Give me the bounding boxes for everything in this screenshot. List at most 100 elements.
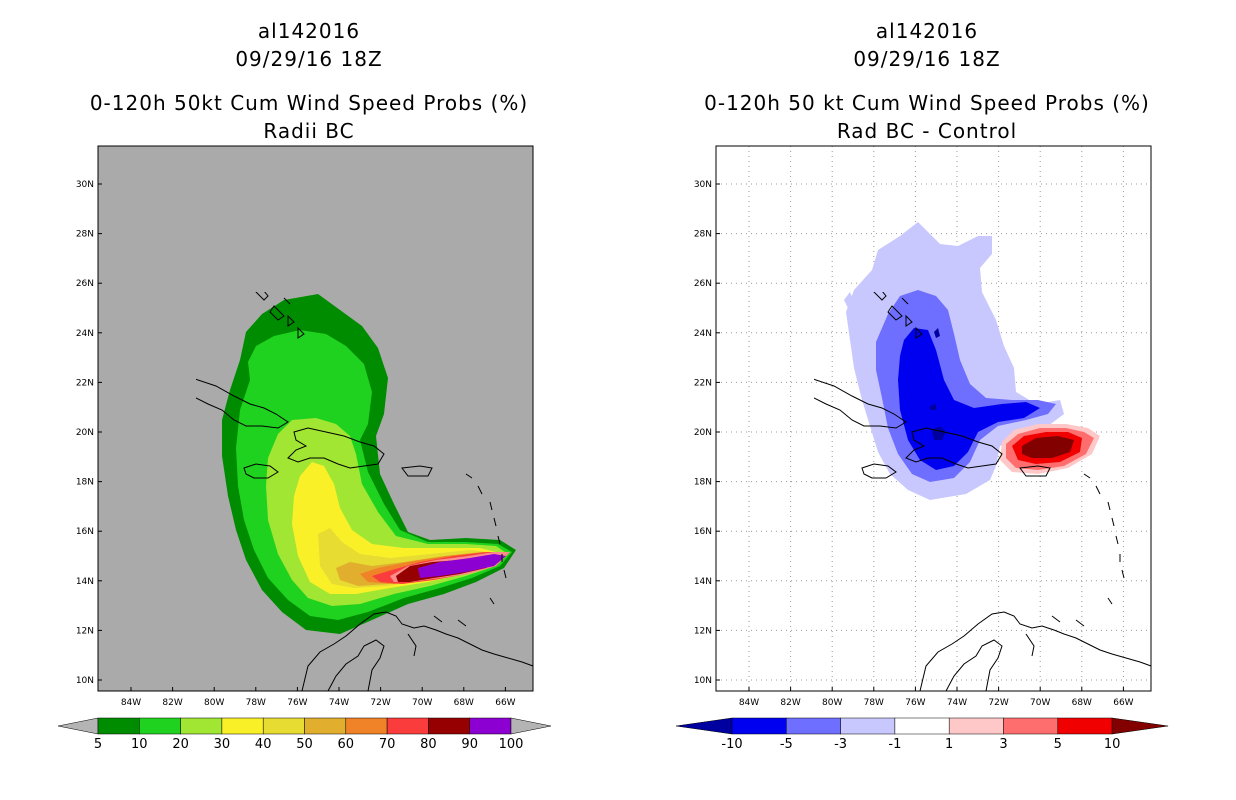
colorbar-label: -10 bbox=[721, 737, 742, 752]
colorbar-segment bbox=[786, 717, 841, 735]
lat-label: 18N bbox=[694, 478, 712, 488]
lat-label: 20N bbox=[694, 428, 712, 438]
colorbar-label: -3 bbox=[834, 737, 847, 752]
lon-label: 74W bbox=[947, 698, 967, 708]
left-probability-fill bbox=[222, 294, 516, 634]
lon-label: 66W bbox=[495, 698, 515, 708]
colorbar-segment bbox=[97, 717, 140, 735]
left-map-title: 0-120h 50kt Cum Wind Speed Probs (%) bbox=[89, 91, 529, 115]
lon-label: 68W bbox=[454, 698, 474, 708]
colorbar-label: 30 bbox=[214, 737, 231, 752]
colorbar-segment bbox=[221, 717, 264, 735]
left-colorbar: 5 10 20 30 40 50 60 70 80 90 100 bbox=[57, 717, 552, 752]
lat-label: 16N bbox=[694, 527, 712, 537]
lat-label: 14N bbox=[694, 577, 712, 587]
lat-label: 30N bbox=[76, 180, 94, 190]
colorbar-low-arrow bbox=[57, 717, 99, 735]
lat-label: 24N bbox=[694, 329, 712, 339]
colorbar-segment bbox=[180, 717, 223, 735]
right-map-title: 0-120h 50 kt Cum Wind Speed Probs (%) bbox=[704, 91, 1150, 115]
colorbar-segment bbox=[345, 717, 388, 735]
colorbar-segment bbox=[386, 717, 429, 735]
lat-label: 22N bbox=[76, 378, 94, 388]
colorbar-segment bbox=[139, 717, 181, 735]
right-map-frame bbox=[715, 145, 1152, 692]
lon-label: 68W bbox=[1072, 698, 1092, 708]
lat-label: 24N bbox=[76, 329, 94, 339]
lat-label: 26N bbox=[76, 279, 94, 289]
lon-label: 82W bbox=[162, 698, 182, 708]
colorbar-low-arrow bbox=[675, 717, 733, 735]
colorbar-segment bbox=[948, 717, 1004, 735]
colorbar-segment bbox=[304, 717, 347, 735]
right-colorbar: -10 -5 -3 -1 1 3 5 10 bbox=[675, 717, 1169, 752]
right-storm-id: al142016 bbox=[875, 19, 979, 43]
colorbar-segment bbox=[1057, 717, 1113, 735]
colorbar-label: -1 bbox=[888, 737, 901, 752]
colorbar-label: 50 bbox=[296, 737, 313, 752]
left-map-subtitle: Radii BC bbox=[263, 119, 355, 143]
lon-label: 78W bbox=[864, 698, 884, 708]
left-map-frame bbox=[97, 145, 534, 692]
colorbar-segment bbox=[262, 717, 305, 735]
colorbar-label: 100 bbox=[499, 737, 524, 752]
lon-label: 76W bbox=[287, 698, 307, 708]
colorbar-label: 40 bbox=[255, 737, 272, 752]
lat-label: 18N bbox=[76, 478, 94, 488]
colorbar-label: 60 bbox=[338, 737, 355, 752]
colorbar-label: -5 bbox=[780, 737, 793, 752]
colorbar-label: 3 bbox=[999, 737, 1007, 752]
lon-label: 72W bbox=[988, 698, 1008, 708]
lon-label: 84W bbox=[739, 698, 759, 708]
lat-label: 10N bbox=[76, 676, 94, 686]
right-lat-axis: 30N 28N 26N 24N 22N 20N 18N 16N 14N 12N 10N bbox=[694, 180, 720, 686]
colorbar-label: 10 bbox=[1104, 737, 1121, 752]
lat-label: 14N bbox=[76, 577, 94, 587]
lat-label: 10N bbox=[694, 676, 712, 686]
lon-label: 74W bbox=[329, 698, 349, 708]
right-difference-map: 30N 28N 26N 24N 22N 20N 18N 16N 14N 12N 10N 84W 82W… bbox=[675, 145, 1169, 752]
lat-label: 30N bbox=[694, 180, 712, 190]
lon-label: 82W bbox=[780, 698, 800, 708]
lon-label: 78W bbox=[246, 698, 266, 708]
colorbar-label: 80 bbox=[420, 737, 437, 752]
lon-label: 70W bbox=[412, 698, 432, 708]
lon-label: 80W bbox=[822, 698, 842, 708]
colorbar-label: 90 bbox=[461, 737, 478, 752]
lat-label: 26N bbox=[694, 279, 712, 289]
right-difference-fill bbox=[844, 222, 1100, 500]
colorbar-label: 10 bbox=[131, 737, 148, 752]
lon-label: 66W bbox=[1113, 698, 1133, 708]
lon-label: 72W bbox=[370, 698, 390, 708]
right-lon-axis: 84W 82W 80W 78W 76W 74W 72W 70W 68W 66W bbox=[739, 687, 1134, 708]
lat-label: 12N bbox=[694, 626, 712, 636]
colorbar-label: 20 bbox=[172, 737, 189, 752]
lat-label: 22N bbox=[694, 378, 712, 388]
lat-label: 28N bbox=[76, 230, 94, 240]
left-probability-map: 30N 28N 26N 24N 22N 20N 18N 16N 14N 12N 10N 84W 82W… bbox=[57, 145, 552, 752]
colorbar-segment bbox=[428, 717, 470, 735]
left-lat-axis: 30N 28N 26N 24N 22N 20N 18N 16N 14N 12N 10N bbox=[76, 180, 102, 686]
lat-label: 28N bbox=[694, 230, 712, 240]
lon-label: 70W bbox=[1030, 698, 1050, 708]
lat-label: 16N bbox=[76, 527, 94, 537]
colorbar-high-arrow bbox=[1111, 717, 1169, 735]
colorbar-high-arrow bbox=[510, 717, 552, 735]
right-valid-time: 09/29/16 18Z bbox=[853, 47, 1001, 71]
colorbar-segment bbox=[731, 717, 787, 735]
lon-label: 80W bbox=[204, 698, 224, 708]
colorbar-segment bbox=[894, 717, 950, 735]
colorbar-segment bbox=[469, 717, 512, 735]
lon-label: 76W bbox=[905, 698, 925, 708]
lon-label: 84W bbox=[121, 698, 141, 708]
colorbar-label: 70 bbox=[379, 737, 396, 752]
colorbar-segment bbox=[840, 717, 896, 735]
lat-label: 20N bbox=[76, 428, 94, 438]
colorbar-label: 1 bbox=[945, 737, 953, 752]
left-storm-id: al142016 bbox=[257, 19, 361, 43]
right-map-subtitle: Rad BC - Control bbox=[836, 119, 1018, 143]
left-valid-time: 09/29/16 18Z bbox=[235, 47, 383, 71]
colorbar-label: 5 bbox=[1054, 737, 1062, 752]
colorbar-label: 5 bbox=[94, 737, 102, 752]
left-lon-axis: 84W 82W 80W 78W 76W 74W 72W 70W 68W 66W bbox=[121, 687, 516, 708]
